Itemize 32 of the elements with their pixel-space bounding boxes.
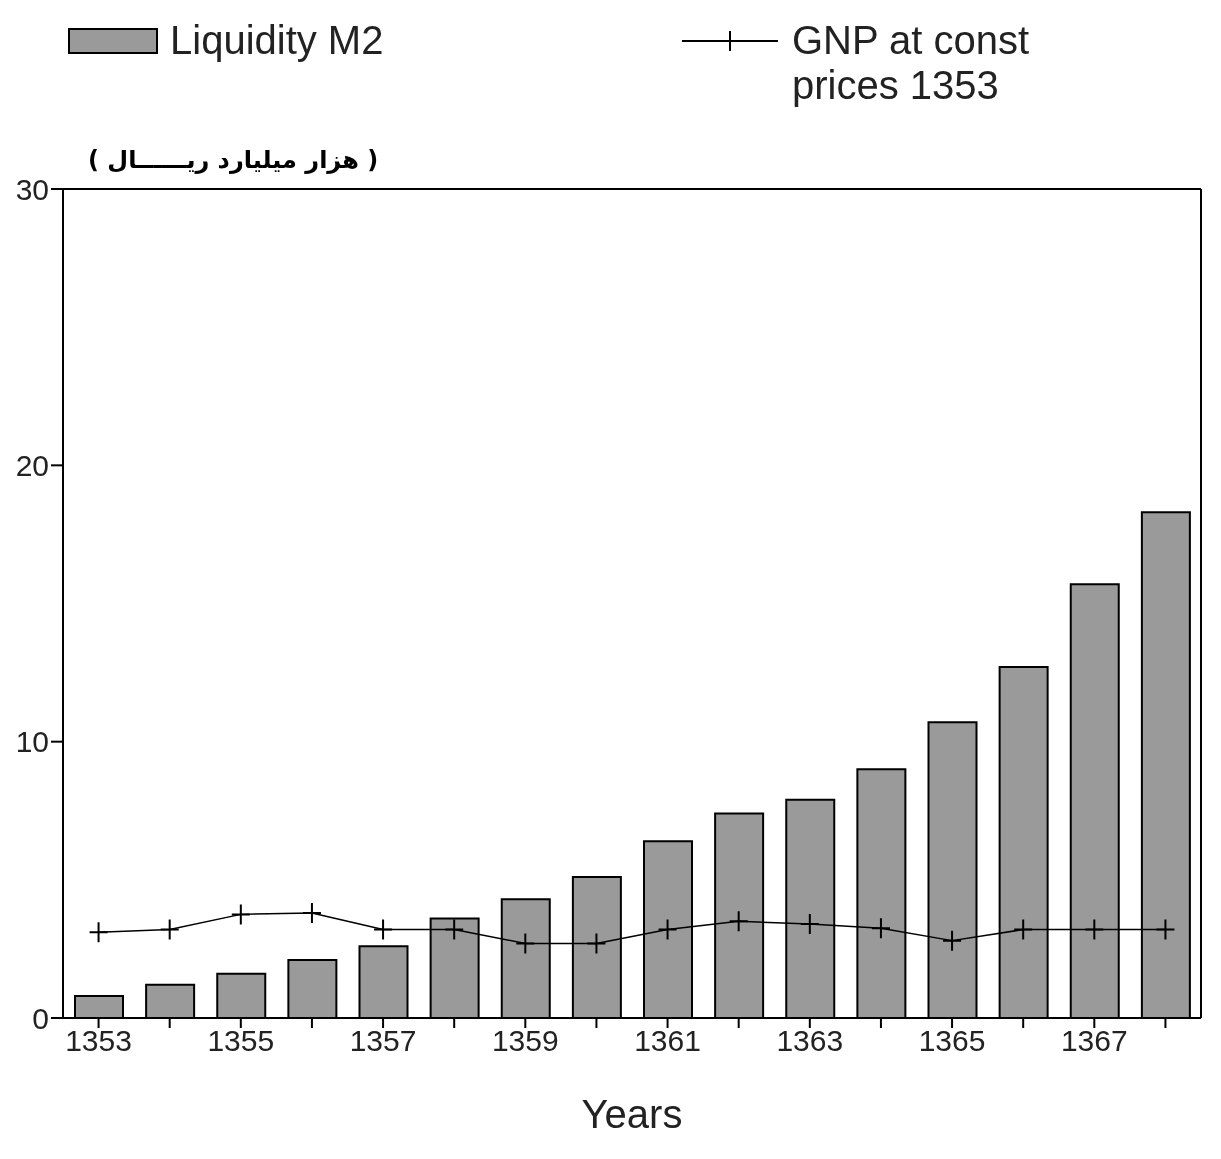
point <box>1084 918 1105 941</box>
y-tick-label: 20 <box>15 448 49 482</box>
y-tick-label: 0 <box>32 1001 49 1035</box>
x-tick-label: 1361 <box>634 1024 701 1058</box>
legend-label: GNP at const prices 1353 <box>792 18 1031 108</box>
point <box>88 921 109 944</box>
point <box>657 918 678 941</box>
y-tick-label: 10 <box>15 725 49 759</box>
x-tick-label: 1353 <box>65 1024 132 1058</box>
point <box>444 918 465 941</box>
point <box>230 903 251 926</box>
x-axis-title: Years <box>581 1092 683 1136</box>
x-tick-label: 1355 <box>207 1024 275 1058</box>
point <box>515 932 536 955</box>
point <box>373 918 394 941</box>
legend-label: Liquidity M2 <box>170 18 385 63</box>
point <box>942 929 963 952</box>
y-tick-label: 30 <box>15 172 49 206</box>
point <box>870 917 891 940</box>
y-axis-title: ( هزار میلیارد ریــــــال ) <box>88 146 379 174</box>
point <box>1013 918 1034 941</box>
x-tick-label: 1365 <box>918 1024 986 1058</box>
x-tick-label: 1363 <box>776 1024 844 1058</box>
point <box>799 913 820 936</box>
x-tick-label: 1367 <box>1060 1024 1128 1058</box>
point <box>728 910 749 933</box>
point <box>1155 918 1176 941</box>
x-tick-label: 1357 <box>349 1024 417 1058</box>
point <box>159 918 180 941</box>
x-tick-label: 1359 <box>491 1024 559 1058</box>
point <box>586 932 607 955</box>
point <box>301 901 322 924</box>
